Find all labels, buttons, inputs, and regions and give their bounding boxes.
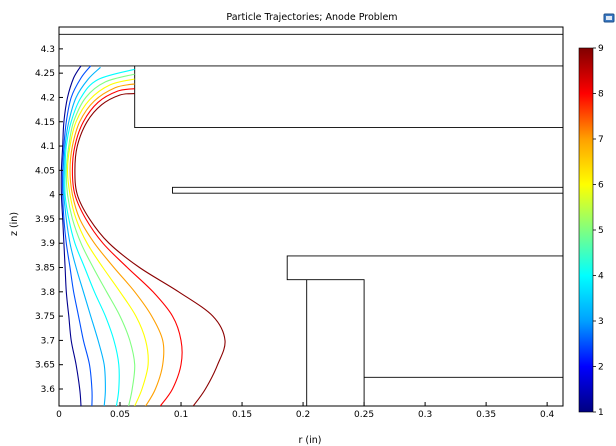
trajectory-3: [63, 66, 106, 406]
y-tick-label: 4.05: [35, 166, 55, 176]
colorbar-tick-label: 1: [598, 408, 604, 418]
x-tick-label: 0.4: [540, 410, 555, 420]
chart-title: Particle Trajectories; Anode Problem: [226, 12, 397, 23]
trajectory-1: [60, 65, 82, 406]
colorbar-tick-label: 6: [598, 181, 604, 191]
y-tick-label: 3.75: [35, 312, 55, 322]
trajectory-2: [62, 65, 93, 406]
geometry-plate-middle: [172, 186, 563, 194]
colorbar: 1 2 3 4 5 6 7 8 9: [578, 44, 604, 418]
x-tick-label: 0.05: [110, 410, 130, 420]
y-axis-label: z (in): [9, 212, 20, 236]
trajectory-8: [71, 88, 183, 406]
colorbar-tick-label: 2: [598, 363, 604, 373]
x-tick-label: 0.3: [418, 410, 432, 420]
toolbar-icon[interactable]: [603, 13, 615, 23]
x-tick-label: 0.25: [354, 410, 374, 420]
colorbar-tick-label: 3: [598, 317, 604, 327]
x-tick-label: 0.2: [296, 410, 310, 420]
plot-area: 0 0.05 0.1 0.15 0.2 0.25 0.3 0.35 0.4 3.6 3.65 3.7 3…: [35, 26, 564, 420]
y-tick-label: 3.65: [35, 361, 55, 371]
trajectory-4: [64, 68, 135, 406]
colorbar-gradient: [578, 47, 594, 413]
y-tick-label: 4: [49, 191, 55, 201]
colorbar-tick-label: 7: [598, 135, 604, 145]
y-tick-label: 4.3: [41, 45, 55, 55]
trajectory-9: [74, 93, 226, 406]
geometry-electrode-upper-lower: [134, 65, 563, 129]
x-axis-label: r (in): [299, 435, 322, 446]
trajectory-6: [66, 78, 149, 406]
y-tick-label: 3.8: [41, 288, 56, 298]
trajectory-5: [65, 73, 136, 406]
trajectory-7: [69, 83, 165, 406]
y-tick-label: 3.6: [41, 385, 56, 395]
colorbar-tick-label: 4: [598, 272, 604, 282]
x-tick-label: 0: [56, 410, 62, 420]
image-icon-inner: [606, 16, 612, 20]
y-tick-label: 3.9: [41, 239, 56, 249]
colorbar-tick-label: 5: [598, 226, 604, 236]
plot-frame: [58, 26, 564, 407]
colorbar-tick-label: 9: [598, 44, 604, 54]
y-tick-label: 4.1: [41, 142, 55, 152]
y-tick-label: 4.2: [41, 93, 55, 103]
x-tick-label: 0.1: [174, 410, 188, 420]
y-tick-label: 3.95: [35, 215, 55, 225]
y-tick-label: 3.7: [41, 336, 55, 346]
y-tick-label: 4.25: [35, 69, 55, 79]
y-tick-label: 4.15: [35, 118, 55, 128]
colorbar-tick-label: 8: [598, 90, 604, 100]
geometry-step-upper: [286, 255, 563, 406]
x-tick-label: 0.15: [232, 410, 252, 420]
x-tick-label: 0.35: [476, 410, 496, 420]
y-tick-label: 3.85: [35, 264, 55, 274]
